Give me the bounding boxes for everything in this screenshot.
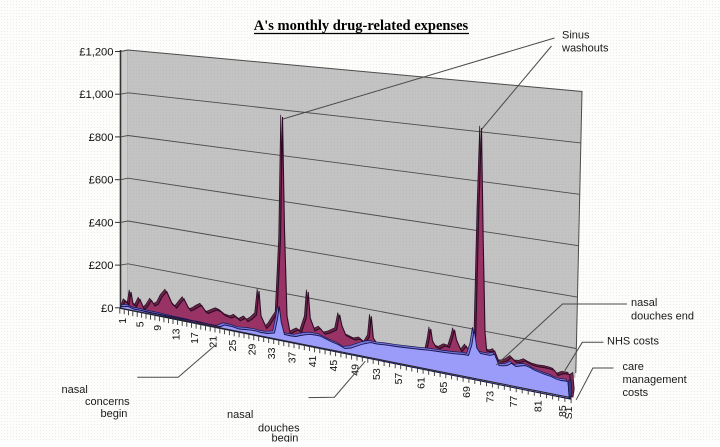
svg-text:nasal: nasal [631, 297, 657, 309]
svg-text:45: 45 [328, 360, 340, 372]
svg-text:25: 25 [227, 340, 239, 352]
svg-text:management: management [623, 374, 687, 386]
svg-text:nasal: nasal [62, 384, 88, 396]
svg-text:washouts: washouts [561, 43, 609, 55]
svg-text:begin: begin [101, 408, 128, 420]
svg-text:douches: douches [258, 423, 300, 435]
svg-text:care: care [623, 361, 644, 373]
svg-text:costs: costs [623, 387, 649, 399]
svg-text:69: 69 [461, 386, 473, 398]
svg-text:A's monthly drug-related expen: A's monthly drug-related expenses [254, 18, 469, 34]
svg-text:53: 53 [371, 368, 383, 380]
svg-text:£1,000: £1,000 [79, 89, 113, 101]
svg-text:41: 41 [307, 355, 319, 367]
svg-text:1: 1 [117, 318, 129, 324]
svg-text:douches end: douches end [631, 311, 694, 323]
svg-text:nasal: nasal [227, 409, 253, 421]
svg-text:S1: S1 [563, 406, 575, 419]
svg-text:85: 85 [557, 405, 569, 417]
svg-text:13: 13 [170, 328, 182, 340]
svg-text:begin: begin [272, 433, 299, 443]
svg-text:9: 9 [152, 325, 164, 331]
svg-text:49: 49 [349, 364, 361, 376]
svg-text:29: 29 [246, 343, 258, 355]
svg-text:17: 17 [189, 332, 201, 344]
svg-text:21: 21 [208, 336, 220, 348]
svg-text:61: 61 [415, 377, 427, 389]
svg-text:NHS costs: NHS costs [607, 336, 659, 348]
svg-text:Sinus: Sinus [562, 30, 590, 42]
svg-text:37: 37 [286, 351, 298, 363]
svg-text:73: 73 [484, 391, 496, 403]
svg-text:5: 5 [134, 321, 146, 327]
svg-text:81: 81 [532, 400, 544, 412]
svg-text:£400: £400 [89, 217, 114, 229]
svg-text:£1,200: £1,200 [79, 47, 113, 59]
svg-text:65: 65 [438, 382, 450, 394]
svg-text:77: 77 [508, 395, 520, 407]
svg-text:33: 33 [266, 347, 278, 359]
svg-text:£0: £0 [101, 303, 113, 315]
svg-text:57: 57 [393, 373, 405, 385]
svg-text:£800: £800 [89, 132, 114, 144]
svg-text:concerns: concerns [85, 396, 130, 408]
svg-text:£200: £200 [89, 260, 114, 272]
svg-text:£600: £600 [89, 175, 114, 187]
